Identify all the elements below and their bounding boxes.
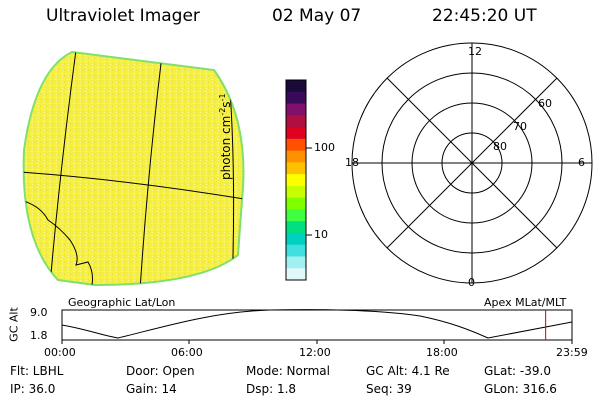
alt-ytick-1-8: 1.8 <box>30 329 48 342</box>
lat-label-60: 60 <box>538 97 552 110</box>
colorbar-swatch <box>286 127 306 140</box>
colorbar-swatch <box>286 232 306 246</box>
uv-disc <box>22 50 245 287</box>
colorbar-swatch <box>286 115 306 128</box>
uv-image <box>22 50 245 287</box>
mlt-label-0: 0 <box>468 276 475 289</box>
colorbar-tick-10: 10 <box>314 228 328 241</box>
colorbar-swatch <box>286 150 306 163</box>
status-gain: Gain: 14 <box>126 382 177 396</box>
colorbar-swatch <box>286 244 306 257</box>
colorbar-swatch <box>286 174 306 187</box>
geographic-caption: Geographic Lat/Lon <box>68 296 176 309</box>
polar-plot <box>351 42 593 284</box>
mlt-label-6: 6 <box>578 156 585 169</box>
alt-xtick-2359: 23:59 <box>556 346 588 359</box>
alt-xtick-0000: 00:00 <box>44 346 76 359</box>
alt-ylabel: GC Alt <box>7 307 21 342</box>
date-label: 02 May 07 <box>272 6 362 26</box>
colorbar-swatch <box>286 197 306 210</box>
colorbar-swatch <box>286 80 306 93</box>
lat-label-80: 80 <box>493 140 507 153</box>
alt-xtick-0600: 06:00 <box>171 346 203 359</box>
mlt-label-18: 18 <box>345 156 359 169</box>
colorbar-swatch <box>286 256 306 269</box>
status-ip: IP: 36.0 <box>10 382 56 396</box>
alt-xtick-1800: 18:00 <box>426 346 458 359</box>
colorbar-swatch <box>286 221 306 234</box>
colorbar-swatch <box>286 91 306 105</box>
colorbar-swatch <box>286 268 306 281</box>
mlt-label-12: 12 <box>468 45 482 58</box>
status-dsp: Dsp: 1.8 <box>246 382 297 396</box>
apex-caption: Apex MLat/MLT <box>484 296 567 309</box>
status-glat: GLat: -39.0 <box>484 364 551 378</box>
colorbar-ticks <box>306 147 312 236</box>
colorbar-swatch <box>286 209 306 222</box>
status-flt: Flt: LBHL <box>10 364 64 378</box>
status-mode: Mode: Normal <box>246 364 330 378</box>
status-gcalt: GC Alt: 4.1 Re <box>366 364 450 378</box>
status-door: Door: Open <box>126 364 195 378</box>
colorbar-frame <box>285 79 307 281</box>
colorbar-swatch <box>286 185 306 199</box>
colorbar-tick-100: 100 <box>314 141 335 154</box>
colorbar-swatch <box>286 162 306 175</box>
status-glon: GLon: 316.6 <box>484 382 557 396</box>
altitude-plot <box>61 309 573 344</box>
alt-xtick-1200: 12:00 <box>299 346 331 359</box>
time-label: 22:45:20 UT <box>432 6 537 26</box>
colorbar-swatch <box>286 103 306 116</box>
colorbar-label: photon cm-2s-1 <box>218 93 233 180</box>
app-title: Ultraviolet Imager <box>46 6 200 26</box>
colorbar <box>285 79 307 281</box>
lat-label-70: 70 <box>513 120 527 133</box>
alt-ytick-9: 9.0 <box>30 306 48 319</box>
status-seq: Seq: 39 <box>366 382 412 396</box>
colorbar-swatch <box>286 138 306 152</box>
